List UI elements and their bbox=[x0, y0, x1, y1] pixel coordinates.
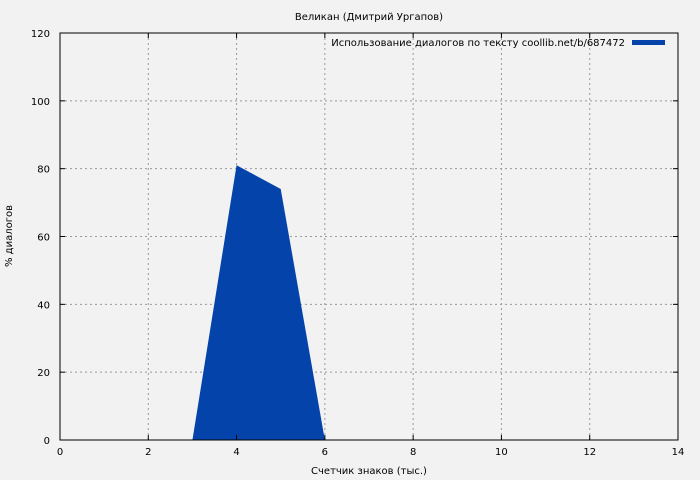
y-tick-label: 20 bbox=[37, 368, 50, 379]
x-tick-label: 8 bbox=[410, 447, 416, 458]
y-tick-label: 0 bbox=[44, 436, 50, 447]
x-tick-label: 12 bbox=[583, 447, 596, 458]
y-tick-label: 120 bbox=[31, 29, 50, 40]
y-axis-label: % диалогов bbox=[4, 205, 15, 267]
legend-label: Использование диалогов по тексту coollib… bbox=[331, 38, 625, 49]
x-tick-label: 10 bbox=[495, 447, 508, 458]
y-tick-label: 100 bbox=[31, 97, 50, 108]
x-tick-label: 0 bbox=[57, 447, 63, 458]
x-tick-label: 14 bbox=[672, 447, 685, 458]
y-tick-label: 40 bbox=[37, 300, 50, 311]
chart-title: Великан (Дмитрий Ургапов) bbox=[295, 12, 443, 23]
series-area bbox=[192, 165, 325, 440]
legend-swatch bbox=[632, 40, 665, 45]
plot-area bbox=[192, 165, 325, 440]
y-tick-label: 80 bbox=[37, 165, 50, 176]
x-tick-label: 6 bbox=[322, 447, 328, 458]
legend: Использование диалогов по тексту coollib… bbox=[331, 38, 665, 49]
y-tick-label: 60 bbox=[37, 233, 50, 244]
x-tick-label: 2 bbox=[145, 447, 151, 458]
ticks: 0 2 4 6 8 10 12 14 0 20 40 60 80 100 120 bbox=[31, 29, 684, 458]
x-axis-label: Счетчик знаков (тыс.) bbox=[311, 466, 427, 477]
x-tick-label: 4 bbox=[233, 447, 239, 458]
grid bbox=[60, 33, 678, 440]
